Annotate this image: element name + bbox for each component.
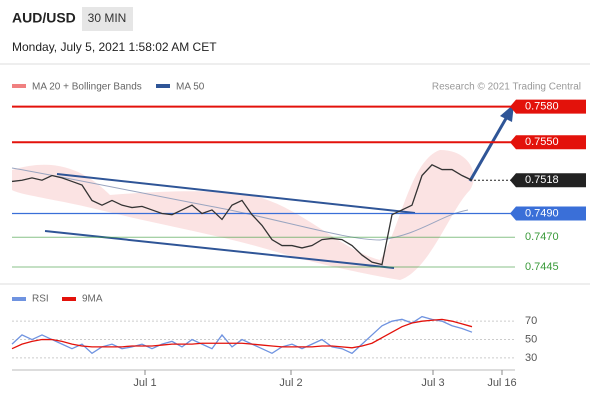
level-tag bbox=[510, 99, 586, 114]
level-tag bbox=[510, 135, 586, 150]
y-tick-label: 70 bbox=[525, 315, 537, 327]
y-tick-label: 50 bbox=[525, 333, 537, 345]
level-tag bbox=[510, 173, 586, 188]
legend-label: MA 50 bbox=[176, 82, 205, 93]
level-tag bbox=[510, 206, 586, 221]
series-line bbox=[11, 164, 473, 266]
credit: Research © 2021 Trading Central bbox=[432, 82, 581, 93]
level-label: 0.7580 bbox=[525, 101, 559, 113]
legend-swatch bbox=[62, 297, 76, 301]
legend-swatch bbox=[12, 297, 26, 301]
forecast-arrow bbox=[468, 114, 510, 182]
y-tick-label: 30 bbox=[525, 352, 537, 364]
timeframe-box bbox=[82, 7, 133, 31]
symbol: AUD/USD bbox=[12, 10, 76, 26]
x-tick-label: Jul 16 bbox=[487, 377, 516, 389]
legend-label: RSI bbox=[32, 294, 49, 305]
datetime: Monday, July 5, 2021 1:58:02 AM CET bbox=[12, 40, 217, 54]
series-line bbox=[11, 318, 473, 350]
level-label: 0.7518 bbox=[525, 174, 559, 186]
level-label: 0.7550 bbox=[525, 136, 559, 148]
level-label: 0.7470 bbox=[525, 231, 559, 243]
level-label: 0.7445 bbox=[525, 261, 559, 273]
x-tick-label: Jul 3 bbox=[421, 377, 444, 389]
legend-swatch bbox=[156, 84, 170, 88]
x-tick-label: Jul 1 bbox=[133, 377, 156, 389]
trend-line bbox=[56, 173, 416, 214]
legend-swatch bbox=[12, 84, 26, 88]
series-line bbox=[11, 315, 473, 355]
level-label: 0.7490 bbox=[525, 207, 559, 219]
bollinger-band bbox=[12, 150, 474, 280]
legend-label: MA 20 + Bollinger Bands bbox=[32, 82, 142, 93]
x-tick-label: Jul 2 bbox=[279, 377, 302, 389]
timeframe: 30 MIN bbox=[88, 11, 127, 25]
legend-label: 9MA bbox=[82, 294, 103, 305]
arrow-head bbox=[500, 104, 514, 122]
ma50-line bbox=[11, 167, 469, 241]
